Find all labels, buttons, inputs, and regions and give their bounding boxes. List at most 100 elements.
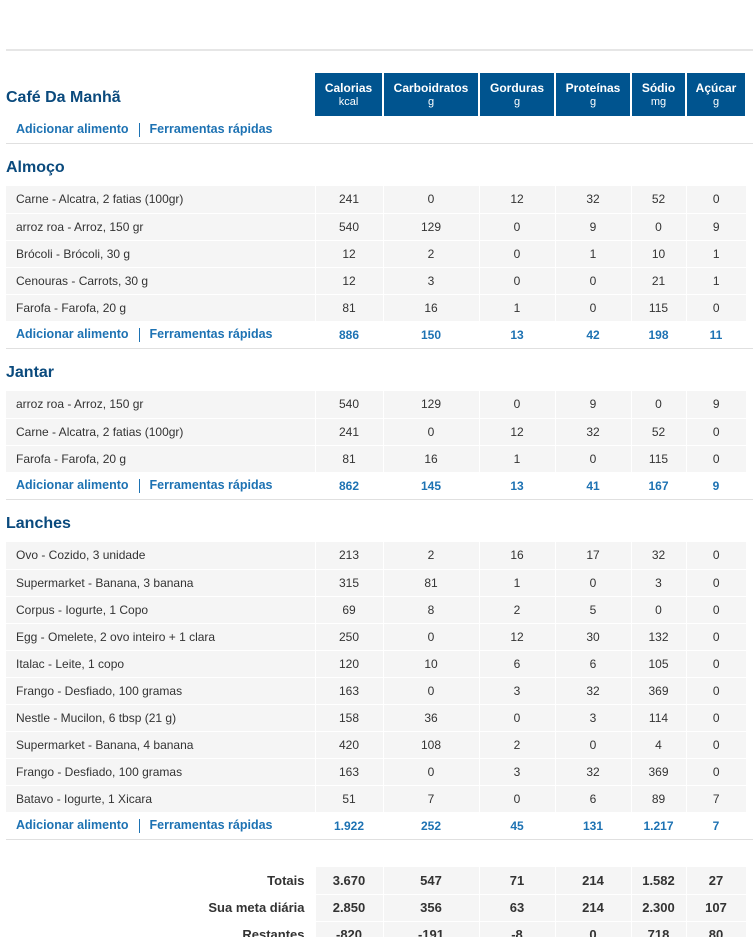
add-food-link-breakfast[interactable]: Adicionar alimento bbox=[16, 121, 129, 136]
food-name[interactable]: Corpus - Iogurte, 1 Copo bbox=[6, 596, 315, 624]
food-row[interactable]: Supermarket - Banana, 4 banana 420 108 2 0 4 0 bbox=[6, 731, 753, 759]
row-spacer bbox=[745, 921, 753, 937]
nutrient-value: 540 bbox=[314, 391, 383, 419]
food-name[interactable]: arroz roa - Arroz, 150 gr bbox=[6, 213, 315, 241]
food-name[interactable]: Supermarket - Banana, 3 banana bbox=[6, 569, 315, 597]
food-row[interactable]: arroz roa - Arroz, 150 gr 540 129 0 9 0 9 bbox=[6, 391, 753, 419]
nutrient-value: 0 bbox=[382, 758, 479, 786]
remaining-row-value: -820 bbox=[314, 921, 383, 937]
quick-tools-link-lunch[interactable]: Ferramentas rápidas bbox=[149, 327, 273, 342]
food-name[interactable]: Carne - Alcatra, 2 fatias (100gr) bbox=[6, 186, 315, 214]
food-name[interactable]: Carne - Alcatra, 2 fatias (100gr) bbox=[6, 418, 315, 446]
column-header-protein: Proteínas g bbox=[555, 73, 632, 116]
food-name[interactable]: Farofa - Farofa, 20 g bbox=[6, 445, 315, 473]
nutrient-value: 0 bbox=[554, 267, 631, 295]
food-name[interactable]: Italac - Leite, 1 copo bbox=[6, 650, 315, 678]
snacks-add-row: Adicionar alimento Ferramentas rápidas 1.9… bbox=[6, 812, 753, 840]
food-row[interactable]: arroz roa - Arroz, 150 gr 540 129 0 9 0 9 bbox=[6, 213, 753, 241]
food-row[interactable]: Farofa - Farofa, 20 g 81 16 1 0 115 0 bbox=[6, 445, 753, 473]
row-spacer bbox=[746, 785, 753, 813]
food-row[interactable]: Frango - Desfiado, 100 gramas 163 0 3 32 369 0 bbox=[6, 758, 753, 786]
remaining-row-value: -8 bbox=[478, 921, 555, 937]
food-name[interactable]: Farofa - Farofa, 20 g bbox=[6, 294, 315, 322]
food-row[interactable]: Egg - Omelete, 2 ovo inteiro + 1 clara 25… bbox=[6, 623, 753, 651]
nutrient-value: 81 bbox=[382, 569, 479, 597]
remaining-row-value: 80 bbox=[685, 921, 746, 937]
nutrient-value: 0 bbox=[630, 391, 686, 419]
nutrient-value: 32 bbox=[554, 418, 631, 446]
nutrient-value: 2 bbox=[478, 731, 555, 759]
nutrient-value: 0 bbox=[478, 240, 555, 268]
food-row[interactable]: Farofa - Farofa, 20 g 81 16 1 0 115 0 bbox=[6, 294, 753, 322]
lunch-add-row: Adicionar alimento Ferramentas rápidas 886… bbox=[6, 321, 753, 349]
add-food-link-snacks[interactable]: Adicionar alimento bbox=[16, 818, 129, 833]
food-row[interactable]: Batavo - Iogurte, 1 Xicara 51 7 0 6 89 7 bbox=[6, 785, 753, 813]
nutrient-value: 6 bbox=[478, 650, 555, 678]
food-row[interactable]: Supermarket - Banana, 3 banana 315 81 1 0 3 0 bbox=[6, 569, 753, 597]
food-name[interactable]: arroz roa - Arroz, 150 gr bbox=[6, 391, 315, 419]
column-header-sodium: Sódio mg bbox=[631, 73, 687, 116]
food-row[interactable]: Brócoli - Brócoli, 30 g 12 2 0 1 10 1 bbox=[6, 240, 753, 268]
meal-total-value: 167 bbox=[631, 472, 686, 500]
food-row[interactable]: Ovo - Cozido, 3 unidade 213 2 16 17 32 0 bbox=[6, 542, 753, 570]
nutrient-value: 0 bbox=[685, 758, 746, 786]
meal-total-value: 42 bbox=[555, 321, 631, 349]
totals-row-value: 3.670 bbox=[314, 867, 383, 895]
top-divider bbox=[6, 49, 753, 51]
food-name[interactable]: Frango - Desfiado, 100 gramas bbox=[6, 677, 315, 705]
meal-total-value: 1.922 bbox=[315, 812, 383, 840]
nutrient-value: 1 bbox=[478, 445, 555, 473]
remaining-row: Restantes -820 -191 -8 0 718 80 bbox=[6, 921, 753, 937]
meal-header-dinner: Jantar bbox=[6, 348, 753, 391]
nutrient-value: 32 bbox=[554, 677, 631, 705]
food-name[interactable]: Nestle - Mucilon, 6 tbsp (21 g) bbox=[6, 704, 315, 732]
summary-spacer bbox=[6, 839, 753, 867]
meal-total-value: 13 bbox=[479, 472, 555, 500]
food-name[interactable]: Frango - Desfiado, 100 gramas bbox=[6, 758, 315, 786]
food-row[interactable]: Frango - Desfiado, 100 gramas 163 0 3 32 369 0 bbox=[6, 677, 753, 705]
nutrient-value: 129 bbox=[382, 213, 479, 241]
nutrient-value: 0 bbox=[685, 445, 746, 473]
nutrient-value: 163 bbox=[314, 758, 383, 786]
nutrient-value: 0 bbox=[554, 294, 631, 322]
quick-tools-link-breakfast[interactable]: Ferramentas rápidas bbox=[149, 121, 273, 136]
quick-tools-link-dinner[interactable]: Ferramentas rápidas bbox=[149, 478, 273, 493]
add-food-link-dinner[interactable]: Adicionar alimento bbox=[16, 478, 129, 493]
nutrient-value: 0 bbox=[478, 704, 555, 732]
food-name[interactable]: Ovo - Cozido, 3 unidade bbox=[6, 542, 315, 570]
food-row[interactable]: Cenouras - Carrots, 30 g 12 3 0 0 21 1 bbox=[6, 267, 753, 295]
dinner-links: Adicionar alimento Ferramentas rápidas bbox=[6, 472, 315, 500]
nutrient-value: 0 bbox=[685, 596, 746, 624]
nutrient-value: 1 bbox=[685, 267, 746, 295]
food-row[interactable]: Nestle - Mucilon, 6 tbsp (21 g) 158 36 0 3 11… bbox=[6, 704, 753, 732]
nutrient-value: 21 bbox=[630, 267, 686, 295]
food-name[interactable]: Cenouras - Carrots, 30 g bbox=[6, 267, 315, 295]
food-name[interactable]: Egg - Omelete, 2 ovo inteiro + 1 clara bbox=[6, 623, 315, 651]
food-row[interactable]: Italac - Leite, 1 copo 120 10 6 6 105 0 bbox=[6, 650, 753, 678]
daily-goal-row-value: 214 bbox=[554, 894, 631, 922]
food-name[interactable]: Supermarket - Banana, 4 banana bbox=[6, 731, 315, 759]
row-spacer bbox=[746, 596, 753, 624]
row-spacer bbox=[746, 623, 753, 651]
row-spacer bbox=[746, 731, 753, 759]
daily-goal-row-value: 63 bbox=[478, 894, 555, 922]
remaining-row-label: Restantes bbox=[6, 921, 315, 937]
quick-tools-link-snacks[interactable]: Ferramentas rápidas bbox=[149, 818, 273, 833]
row-spacer bbox=[746, 321, 753, 349]
nutrient-value: 369 bbox=[630, 677, 686, 705]
food-row[interactable]: Carne - Alcatra, 2 fatias (100gr) 241 0 12 3… bbox=[6, 186, 753, 214]
nutrient-value: 51 bbox=[314, 785, 383, 813]
meal-total-value: 198 bbox=[631, 321, 686, 349]
link-divider bbox=[138, 478, 140, 493]
add-food-link-lunch[interactable]: Adicionar alimento bbox=[16, 327, 129, 342]
nutrient-value: 0 bbox=[478, 213, 555, 241]
nutrient-value: 6 bbox=[554, 650, 631, 678]
food-row[interactable]: Corpus - Iogurte, 1 Copo 69 8 2 5 0 0 bbox=[6, 596, 753, 624]
food-name[interactable]: Brócoli - Brócoli, 30 g bbox=[6, 240, 315, 268]
nutrient-value: 1 bbox=[685, 240, 746, 268]
totals-row-value: 71 bbox=[478, 867, 555, 895]
food-name[interactable]: Batavo - Iogurte, 1 Xicara bbox=[6, 785, 315, 813]
row-spacer bbox=[746, 391, 753, 419]
nutrient-value: 9 bbox=[685, 213, 746, 241]
food-row[interactable]: Carne - Alcatra, 2 fatias (100gr) 241 0 12 3… bbox=[6, 418, 753, 446]
